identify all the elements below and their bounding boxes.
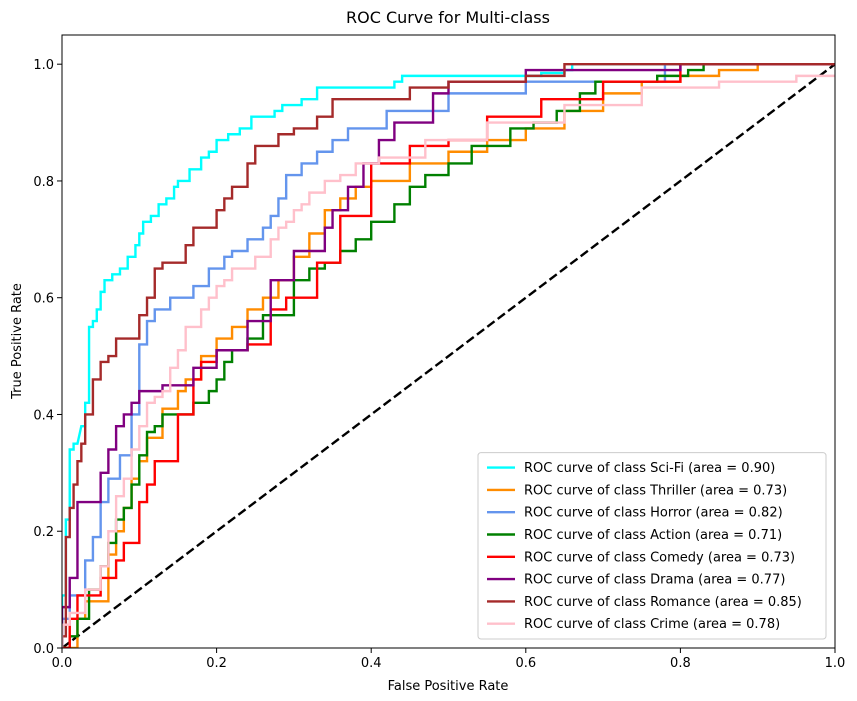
y-tick-label: 0.6 xyxy=(33,292,54,307)
series-line-7 xyxy=(62,74,835,648)
legend: ROC curve of class Sci-Fi (area = 0.90) R… xyxy=(477,452,827,640)
series-line-0 xyxy=(62,62,835,648)
x-tick-label: 0.8 xyxy=(670,656,691,671)
legend-entry: ROC curve of class Sci-Fi (area = 0.90) xyxy=(524,461,775,476)
x-tick-label: 0.2 xyxy=(206,656,227,671)
x-tick-label: 0.0 xyxy=(52,656,73,671)
chart-title: ROC Curve for Multi-class xyxy=(346,8,550,27)
series-line-2 xyxy=(62,62,835,648)
legend-entry: ROC curve of class Comedy (area = 0.73) xyxy=(524,550,795,565)
reference-diagonal-line xyxy=(62,63,835,648)
series-line-6 xyxy=(62,62,835,648)
x-axis-label: False Positive Rate xyxy=(388,679,509,694)
x-tick-label: 1.0 xyxy=(825,656,846,671)
plot-area: 0.0 0.2 0.4 0.6 0.8 1.0 0.0 0.2 0.4 0.6 0.8 1.0 xyxy=(33,34,846,671)
legend-entry: ROC curve of class Romance (area = 0.85) xyxy=(524,595,802,610)
legend-entry: ROC curve of class Action (area = 0.71) xyxy=(524,528,782,543)
y-tick-label: 0.8 xyxy=(33,175,54,190)
axes-frame xyxy=(61,34,836,649)
y-tick-label: 0.4 xyxy=(33,408,54,423)
y-tick-label: 0.2 xyxy=(33,525,54,540)
legend-entry: ROC curve of class Crime (area = 0.78) xyxy=(524,617,780,632)
legend-entry: ROC curve of class Drama (area = 0.77) xyxy=(524,573,785,588)
series-lines xyxy=(62,62,835,648)
series-line-5 xyxy=(62,62,835,648)
x-tick-label: 0.4 xyxy=(361,656,382,671)
y-tick-label: 1.0 xyxy=(33,58,54,73)
y-tick-label: 0.0 xyxy=(33,642,54,657)
x-tick-label: 0.6 xyxy=(515,656,536,671)
legend-entry: ROC curve of class Horror (area = 0.82) xyxy=(524,506,783,521)
legend-box xyxy=(477,452,827,640)
legend-entry: ROC curve of class Thriller (area = 0.73… xyxy=(524,483,787,498)
y-axis-label: True Positive Rate xyxy=(10,283,25,400)
